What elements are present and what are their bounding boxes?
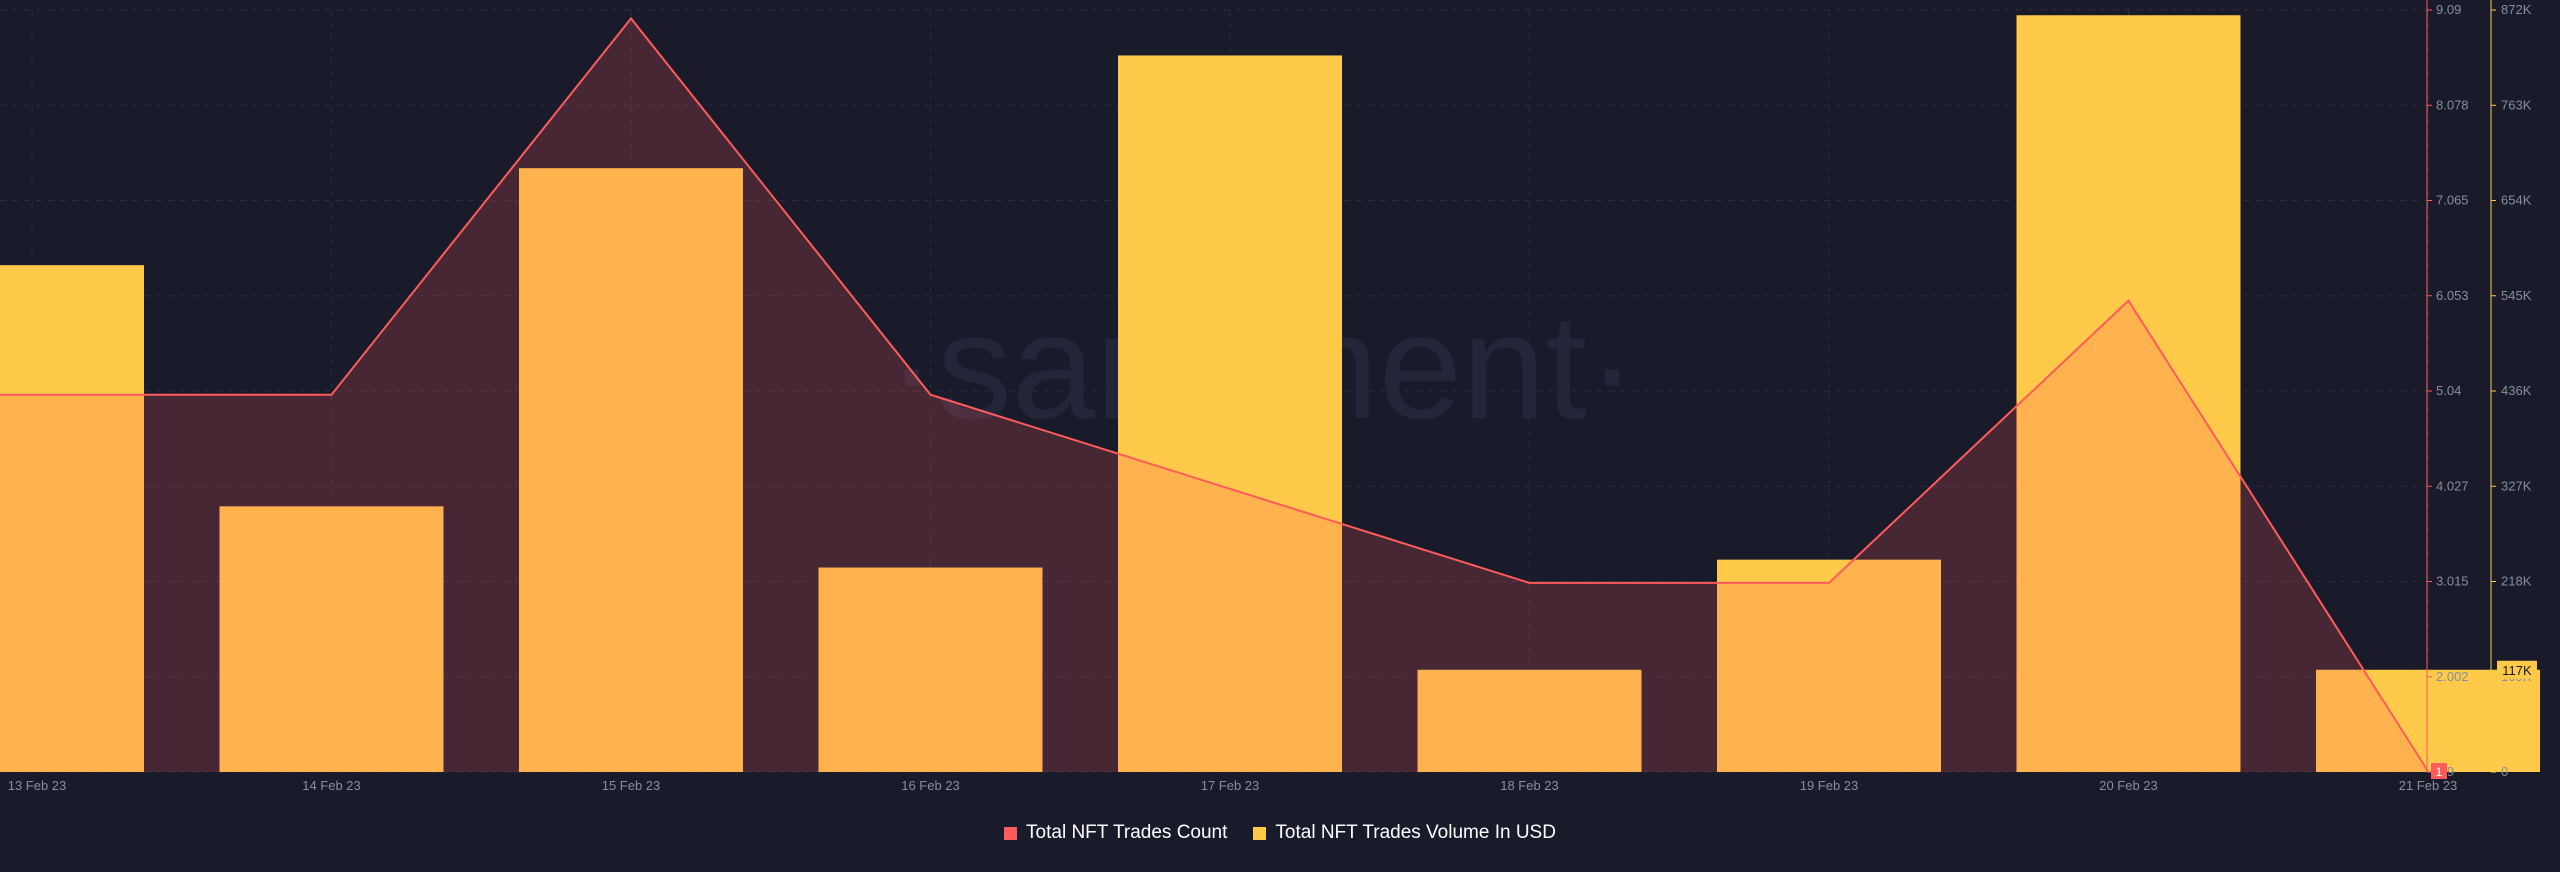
volume-bar — [0, 265, 144, 772]
volume-swatch-icon — [1253, 826, 1267, 840]
volume-tick-label: 763K — [2501, 97, 2532, 112]
count-tick-label: 4.027 — [2436, 478, 2469, 493]
legend-item-count[interactable]: Total NFT Trades Count — [1004, 822, 1227, 844]
volume-bar — [818, 567, 1043, 772]
volume-tick-label: 327K — [2501, 478, 2532, 493]
volume-bar — [1118, 55, 1342, 772]
count-tick-label: 3.015 — [2436, 574, 2469, 589]
volume-bar — [2016, 15, 2241, 773]
legend-volume-label: Total NFT Trades Volume In USD — [1275, 822, 1556, 843]
x-tick-label: 19 Feb 23 — [1800, 778, 1859, 793]
legend-item-volume[interactable]: Total NFT Trades Volume In USD — [1253, 822, 1556, 844]
volume-tick-label: 218K — [2501, 574, 2532, 589]
x-tick-label: 16 Feb 23 — [901, 778, 960, 793]
count-tick-label: 8.078 — [2436, 97, 2469, 112]
count-current-badge-label: 1 — [2436, 765, 2443, 779]
volume-bar — [1717, 559, 1941, 772]
volume-tick-label: 545K — [2501, 288, 2532, 303]
x-tick-label: 20 Feb 23 — [2099, 778, 2158, 793]
volume-tick-label: 0 — [2501, 764, 2508, 779]
count-tick-label: 7.065 — [2436, 193, 2469, 208]
volume-current-badge-label: 117K — [2502, 663, 2532, 678]
volume-bar — [219, 506, 444, 772]
legend-count-label: Total NFT Trades Count — [1026, 822, 1228, 843]
volume-bar — [2316, 669, 2540, 772]
x-tick-label: 14 Feb 23 — [302, 778, 361, 793]
count-area — [0, 16, 2429, 772]
count-axis: 9.098.0787.0656.0535.044.0273.0152.002.9… — [2426, 0, 2469, 780]
count-current-badge — [2431, 763, 2447, 780]
volume-tick-label: 872K — [2501, 2, 2532, 17]
x-tick-label: 15 Feb 23 — [602, 778, 661, 793]
x-tick-label: 17 Feb 23 — [1201, 778, 1260, 793]
count-tick-label: 5.04 — [2436, 383, 2461, 398]
x-tick-label: 21 Feb 23 — [2399, 778, 2458, 793]
count-tick-label: 9.09 — [2436, 2, 2461, 17]
volume-axis: 872K763K654K545K436K327K218K109K0117K — [2490, 0, 2537, 779]
count-line — [0, 16, 2429, 772]
x-axis: 13 Feb 23 14 Feb 23 15 Feb 23 16 Feb 23 17 F… — [8, 778, 2458, 793]
volume-tick-label: 436K — [2501, 383, 2532, 398]
volume-bar — [519, 168, 743, 773]
count-swatch-icon — [1004, 826, 1018, 840]
volume-tick-label: 654K — [2501, 193, 2532, 208]
x-tick-label: 18 Feb 23 — [1500, 778, 1559, 793]
legend: Total NFT Trades Count Total NFT Trades … — [0, 818, 2560, 848]
count-tick-label: 6.053 — [2436, 288, 2469, 303]
volume-bars — [0, 15, 2540, 773]
x-tick-label: 13 Feb 23 — [8, 778, 67, 793]
count-tick-label: 2.002 — [2436, 669, 2469, 684]
volume-current-badge — [2497, 660, 2537, 679]
volume-bar — [1417, 669, 1642, 772]
